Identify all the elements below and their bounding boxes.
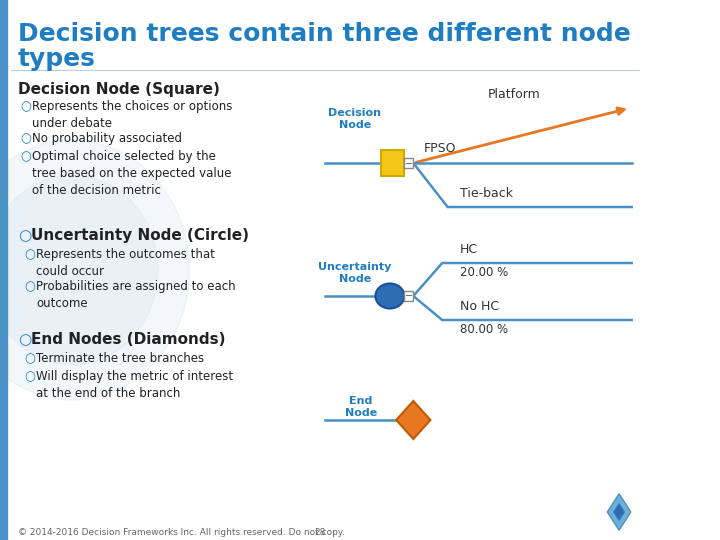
Text: End Nodes (Diamonds): End Nodes (Diamonds) bbox=[31, 332, 225, 347]
Text: Uncertainty Node (Circle): Uncertainty Node (Circle) bbox=[31, 228, 248, 243]
Text: ○: ○ bbox=[24, 280, 35, 293]
Text: ○: ○ bbox=[18, 332, 31, 347]
Text: Represents the choices or options
under debate: Represents the choices or options under … bbox=[32, 100, 232, 130]
FancyBboxPatch shape bbox=[405, 158, 413, 168]
Text: Represents the outcomes that
could occur: Represents the outcomes that could occur bbox=[36, 248, 215, 278]
Text: ○: ○ bbox=[24, 370, 35, 383]
Text: ○: ○ bbox=[18, 228, 31, 243]
Text: Tie-back: Tie-back bbox=[460, 187, 513, 200]
Text: −: − bbox=[405, 159, 413, 168]
Text: © 2014-2016 Decision Frameworks Inc. All rights reserved. Do not copy.: © 2014-2016 Decision Frameworks Inc. All… bbox=[18, 528, 345, 537]
FancyBboxPatch shape bbox=[381, 150, 405, 176]
Text: 28: 28 bbox=[315, 528, 326, 537]
Polygon shape bbox=[613, 503, 625, 521]
Text: ○: ○ bbox=[20, 150, 31, 163]
Text: Decision
Node: Decision Node bbox=[328, 108, 381, 130]
Text: End
Node: End Node bbox=[345, 396, 377, 418]
Text: Decision Node (Square): Decision Node (Square) bbox=[18, 82, 220, 97]
Text: −: − bbox=[405, 292, 413, 301]
Text: Terminate the tree branches: Terminate the tree branches bbox=[36, 352, 204, 365]
Text: No probability associated: No probability associated bbox=[32, 132, 181, 145]
Circle shape bbox=[0, 140, 189, 400]
Text: types: types bbox=[18, 47, 96, 71]
Ellipse shape bbox=[375, 284, 405, 308]
Text: No HC: No HC bbox=[460, 300, 500, 313]
Text: Platform: Platform bbox=[487, 88, 540, 101]
Text: HC: HC bbox=[460, 243, 478, 256]
Text: ○: ○ bbox=[20, 100, 31, 113]
Polygon shape bbox=[608, 494, 631, 530]
Text: Uncertainty
Node: Uncertainty Node bbox=[318, 262, 392, 285]
Text: Optimal choice selected by the
tree based on the expected value
of the decision : Optimal choice selected by the tree base… bbox=[32, 150, 231, 197]
Text: Decision trees contain three different node: Decision trees contain three different n… bbox=[18, 22, 631, 46]
Text: ○: ○ bbox=[20, 132, 31, 145]
Text: Will display the metric of interest
at the end of the branch: Will display the metric of interest at t… bbox=[36, 370, 233, 400]
Text: Probabilities are assigned to each
outcome: Probabilities are assigned to each outco… bbox=[36, 280, 235, 310]
Bar bbox=[0, 0, 7, 540]
Text: 80.00 %: 80.00 % bbox=[460, 323, 508, 336]
Polygon shape bbox=[396, 401, 431, 439]
Text: FPSO: FPSO bbox=[424, 142, 456, 155]
Circle shape bbox=[0, 175, 158, 365]
Text: 20.00 %: 20.00 % bbox=[460, 266, 508, 279]
FancyBboxPatch shape bbox=[405, 291, 413, 301]
Text: ○: ○ bbox=[24, 248, 35, 261]
Text: ○: ○ bbox=[24, 352, 35, 365]
